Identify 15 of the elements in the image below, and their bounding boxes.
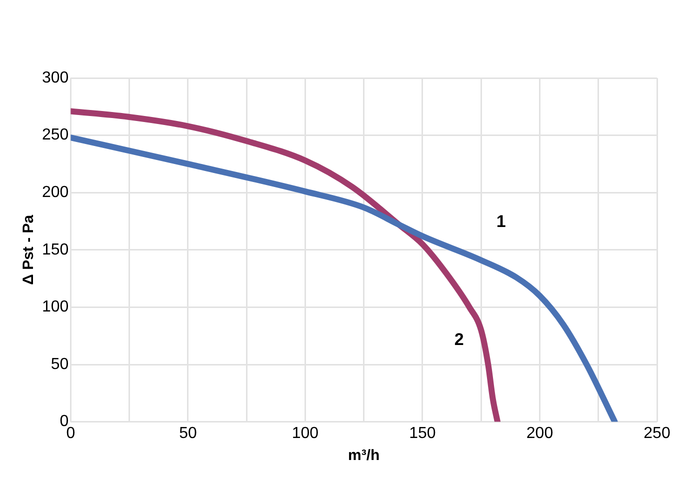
y-tick-label: 150 — [42, 241, 69, 258]
x-axis-title: m³/h — [348, 447, 380, 464]
y-tick-label: 250 — [42, 126, 69, 144]
x-tick-label: 50 — [179, 424, 197, 442]
series-label: 2 — [454, 330, 464, 349]
y-tick-label: 200 — [42, 184, 69, 202]
x-tick-label: 100 — [292, 424, 319, 442]
x-tick-label: 200 — [526, 424, 554, 442]
y-axis-title: Δ Pst - Pa — [20, 214, 38, 285]
x-tick-label: 150 — [409, 424, 436, 442]
series-label: 1 — [496, 212, 506, 231]
y-tick-label: 50 — [50, 356, 69, 373]
y-tick-label: 300 — [42, 69, 69, 86]
x-tick-label: 250 — [644, 424, 670, 442]
y-tick-label: 100 — [42, 298, 69, 316]
